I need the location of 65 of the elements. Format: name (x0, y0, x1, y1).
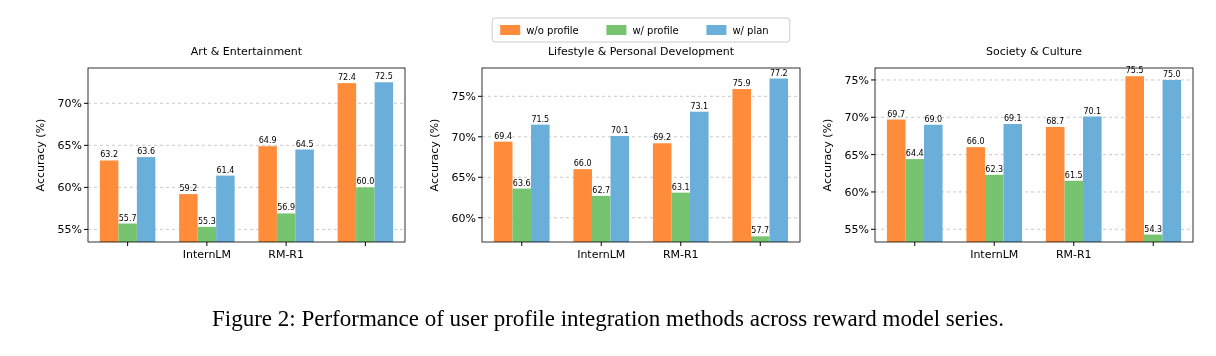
caption: Figure 2: Performance of user profile integration methods across reward model series. (212, 306, 1004, 331)
data-label: 71.5 (531, 114, 550, 124)
legend-label: w/ profile (632, 25, 679, 36)
y-tick-label: 75% (844, 73, 869, 87)
data-label: 63.6 (137, 147, 156, 157)
data-label: 69.7 (887, 109, 906, 119)
x-tick-label: RM-R1 (1055, 248, 1092, 261)
y-axis-title: Accuracy (%) (34, 118, 47, 192)
y-tick-label: 60% (57, 181, 82, 195)
data-label: 66.0 (966, 137, 985, 147)
data-label: 73.1 (690, 101, 709, 111)
x-tick-label: InternLM (182, 248, 231, 261)
data-label: 68.7 (1046, 117, 1065, 126)
y-tick-label: 60% (451, 211, 476, 225)
data-label: 72.4 (337, 73, 356, 83)
y-tick-label: 70% (844, 111, 869, 125)
y-axis-title: Accuracy (%) (428, 118, 441, 192)
data-label: 60.0 (356, 177, 375, 187)
data-label: 64.4 (905, 149, 924, 159)
y-tick-label: 60% (844, 185, 869, 199)
data-label: 56.9 (277, 203, 296, 213)
data-label: 57.7 (751, 226, 770, 236)
y-axis-title: Accuracy (%) (821, 118, 834, 192)
data-label: 55.7 (118, 213, 137, 223)
chart-title: Society & Culture (985, 45, 1083, 58)
data-label: 69.0 (924, 114, 943, 124)
data-label: 69.1 (1003, 114, 1022, 124)
data-label: 69.4 (494, 131, 513, 141)
data-label: 66.0 (573, 159, 592, 169)
data-label: 63.1 (671, 182, 690, 192)
y-tick-label: 65% (844, 148, 869, 162)
data-label: 63.2 (100, 150, 119, 160)
y-tick-label: 75% (451, 90, 476, 104)
data-label: 55.3 (197, 216, 216, 226)
x-tick-label: InternLM (970, 248, 1019, 261)
data-label: 62.7 (592, 185, 611, 195)
chart-title: Art & Entertainment (190, 45, 303, 58)
y-tick-label: 55% (844, 223, 869, 237)
chart-title: Lifestyle & Personal Development (547, 45, 735, 58)
data-label: 77.2 (769, 68, 788, 78)
data-label: 64.9 (258, 136, 277, 146)
legend-label: w/o profile (526, 25, 579, 36)
x-tick-label: InternLM (577, 248, 626, 261)
y-tick-label: 70% (451, 130, 476, 144)
data-label: 62.3 (985, 164, 1004, 174)
data-label: 54.3 (1144, 224, 1163, 234)
data-label: 70.1 (610, 125, 629, 135)
data-label: 59.2 (179, 184, 198, 194)
y-tick-label: 65% (57, 139, 82, 153)
data-label: 61.5 (1064, 170, 1083, 180)
data-label: 61.4 (216, 165, 235, 175)
y-tick-label: 65% (451, 171, 476, 185)
data-label: 75.0 (1162, 69, 1181, 79)
y-tick-label: 55% (57, 223, 82, 237)
data-label: 64.5 (295, 139, 314, 149)
data-label: 63.6 (512, 178, 531, 188)
y-tick-label: 70% (57, 97, 82, 111)
data-label: 69.2 (653, 133, 672, 143)
data-label: 72.5 (374, 72, 393, 82)
x-tick-label: RM-R1 (268, 248, 304, 261)
data-label: 75.9 (732, 79, 751, 89)
x-tick-label: RM-R1 (662, 248, 699, 261)
legend-label: w/ plan (732, 25, 769, 36)
data-label: 75.5 (1125, 66, 1144, 76)
data-label: 70.1 (1083, 106, 1102, 116)
